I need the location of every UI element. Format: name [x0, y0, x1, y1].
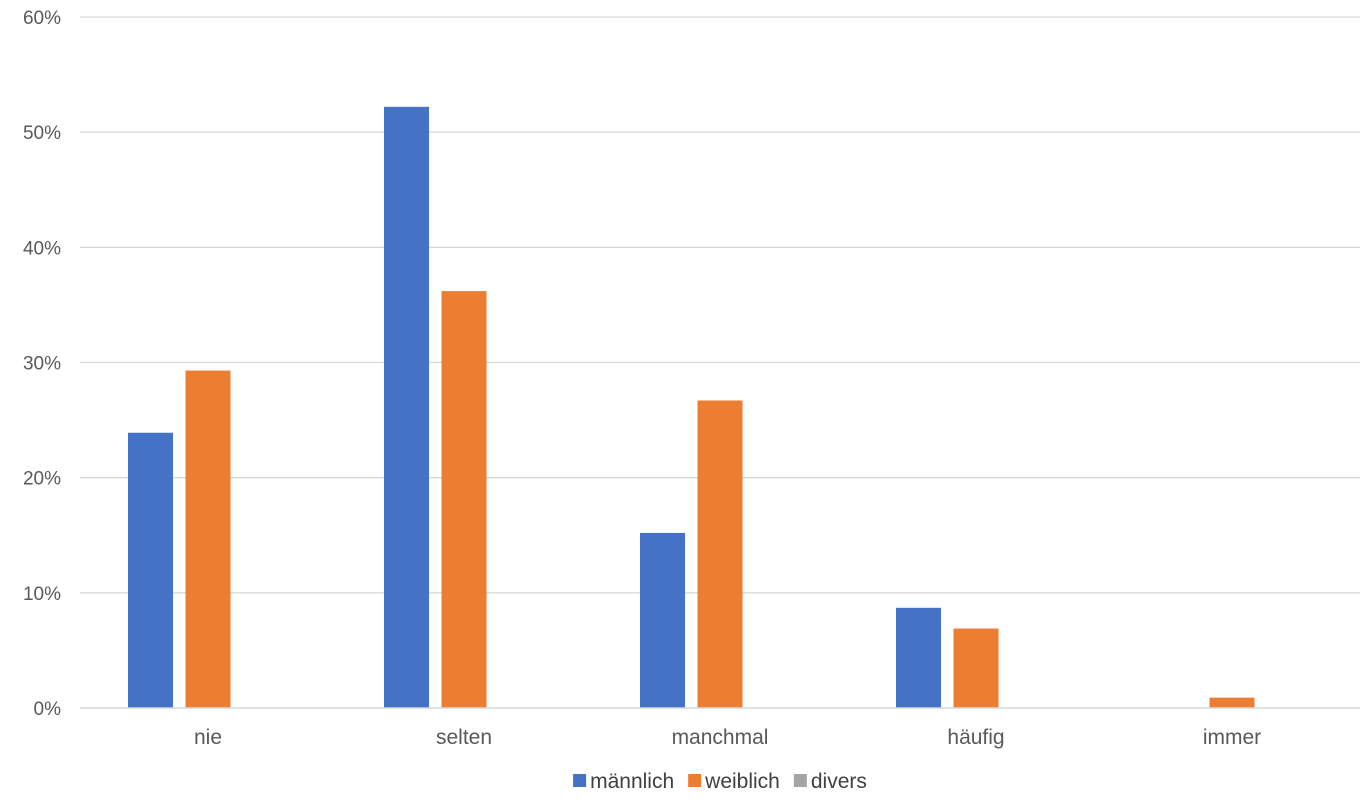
- y-tick-label: 10%: [23, 584, 61, 605]
- x-category-label: nie: [194, 726, 222, 749]
- legend-swatch-männlich: [573, 774, 587, 787]
- legend-swatch-divers: [793, 774, 807, 787]
- bar-weiblich-nie: [185, 370, 231, 708]
- legend-label: männlich: [590, 770, 674, 793]
- legend-label: divers: [811, 770, 867, 793]
- bar-männlich-selten: [384, 106, 429, 708]
- x-axis-category-labels: nie selten manchmal häufig immer: [194, 726, 1261, 749]
- y-tick-label: 30%: [23, 354, 61, 375]
- y-axis-tick-labels: 0% 10% 20% 30% 40% 50% 60%: [23, 8, 61, 720]
- x-category-label: häufig: [947, 726, 1004, 749]
- bar-weiblich-häufig: [953, 628, 999, 708]
- legend: männlich weiblich divers: [573, 770, 867, 793]
- bar-weiblich-selten: [441, 291, 487, 708]
- legend-label: weiblich: [704, 770, 780, 793]
- bar-weiblich-manchmal: [697, 400, 743, 708]
- bar-männlich-manchmal: [640, 532, 685, 708]
- bar-männlich-häufig: [896, 607, 941, 708]
- legend-swatch-weiblich: [688, 774, 702, 787]
- bars: [128, 106, 1255, 708]
- gridlines: [80, 16, 1360, 594]
- x-category-label: manchmal: [672, 726, 769, 749]
- x-category-label: immer: [1203, 726, 1261, 749]
- y-tick-label: 60%: [23, 8, 61, 29]
- y-tick-label: 40%: [23, 238, 61, 259]
- bar-männlich-nie: [128, 432, 173, 708]
- bar-weiblich-immer: [1209, 697, 1255, 708]
- y-tick-label: 50%: [23, 123, 61, 144]
- y-tick-label: 0%: [34, 699, 62, 720]
- x-category-label: selten: [436, 726, 492, 749]
- y-tick-label: 20%: [23, 469, 61, 490]
